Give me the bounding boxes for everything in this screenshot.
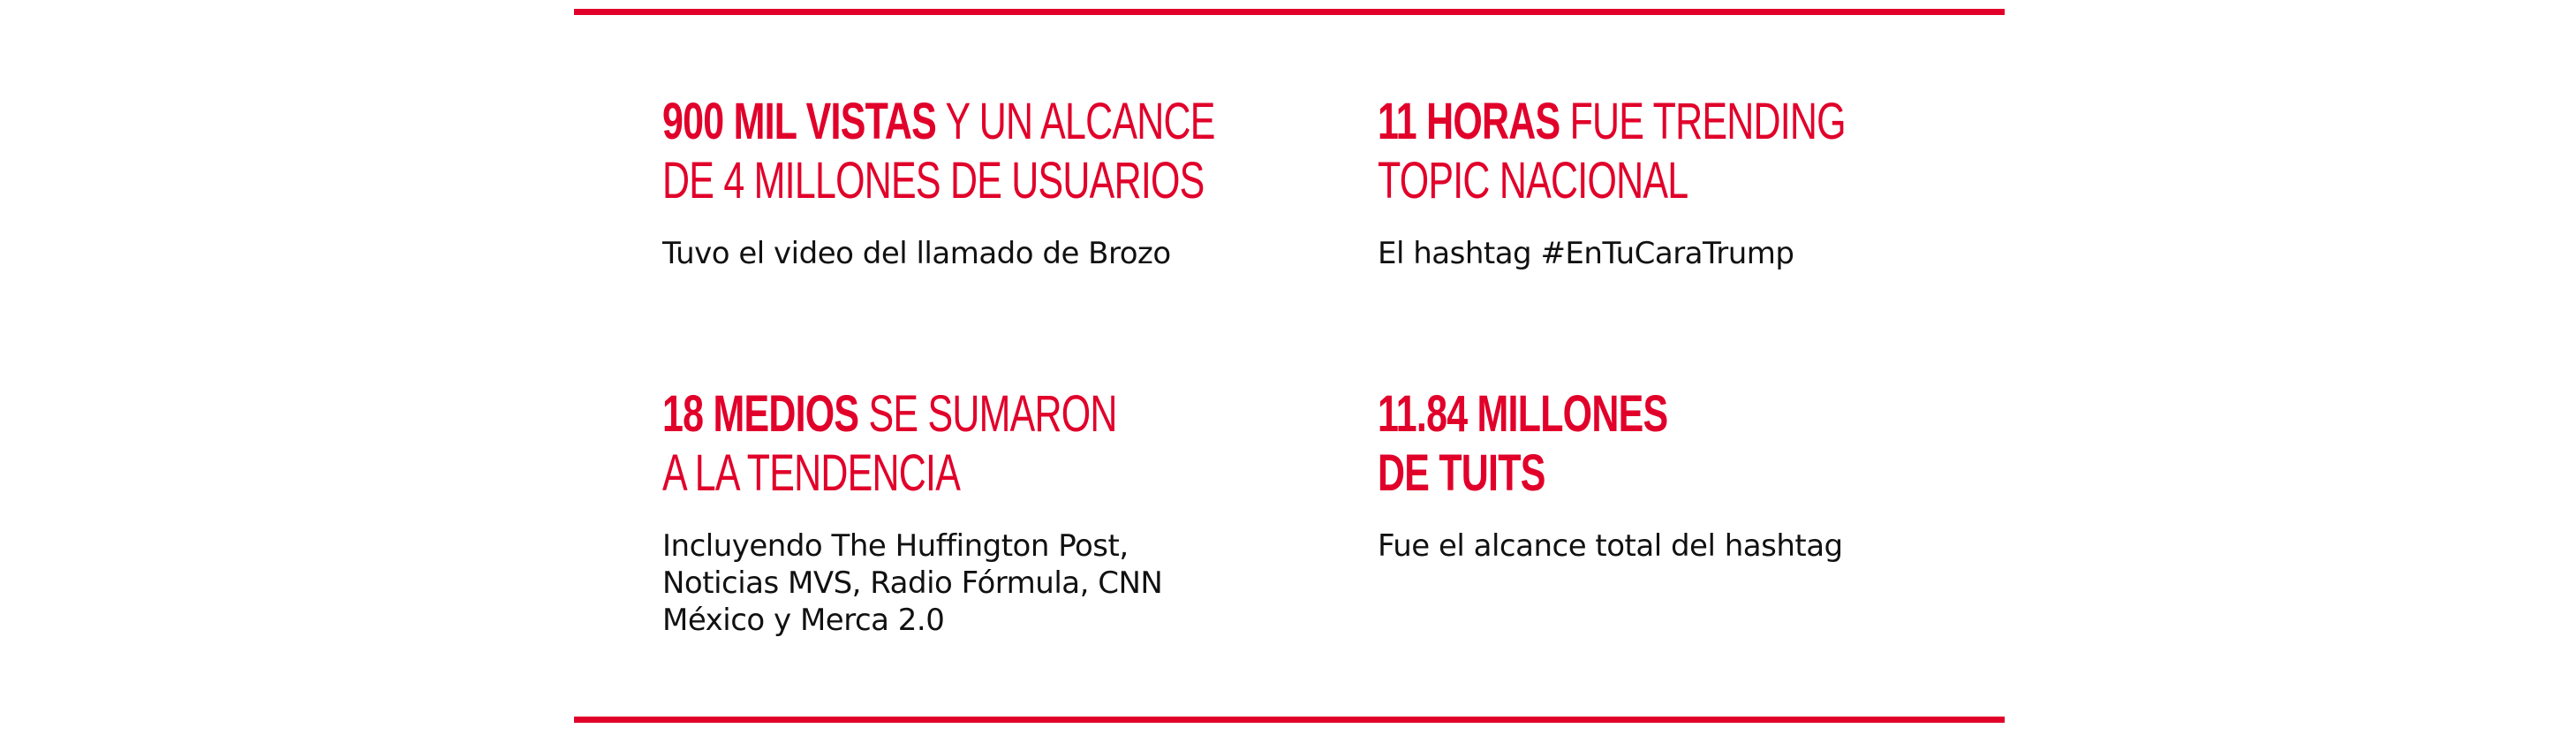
stat-heading-line-1: 11 HORAS FUE TRENDING bbox=[1378, 92, 1847, 151]
stat-heading-line-1: 900 MIL VISTAS Y UN ALCANCE bbox=[662, 92, 1215, 151]
stat-block-trending: 11 HORAS FUE TRENDING TOPIC NACIONAL El … bbox=[1378, 92, 1996, 272]
stat-heading: 11 HORAS FUE TRENDING TOPIC NACIONAL bbox=[1378, 92, 1847, 210]
stat-heading-highlight: 18 MEDIOS bbox=[662, 385, 859, 443]
stat-description-line: Noticias MVS, Radio Fórmula, CNN bbox=[662, 565, 1163, 601]
stat-heading: 900 MIL VISTAS Y UN ALCANCE DE 4 MILLONE… bbox=[662, 92, 1215, 210]
stat-heading-line-2: TOPIC NACIONAL bbox=[1378, 151, 1835, 210]
stat-heading-highlight: 11.84 MILLONES bbox=[1378, 385, 1668, 443]
stat-description: Tuvo el video del llamado de Brozo bbox=[662, 235, 1280, 272]
stat-heading-highlight: 11 HORAS bbox=[1378, 93, 1560, 150]
top-divider bbox=[574, 9, 2005, 15]
stat-heading: 11.84 MILLONES DE TUITS bbox=[1378, 384, 1835, 503]
stat-heading-text: Y UN ALCANCE bbox=[936, 93, 1215, 150]
stat-description-line: México y Merca 2.0 bbox=[662, 603, 945, 638]
stat-heading-line-2: DE 4 MILLONES DE USUARIOS bbox=[662, 151, 1205, 210]
stat-block-views: 900 MIL VISTAS Y UN ALCANCE DE 4 MILLONE… bbox=[662, 92, 1280, 272]
stat-heading: 18 MEDIOS SE SUMARON A LA TENDENCIA bbox=[662, 384, 1120, 503]
stat-heading-line-2: DE TUITS bbox=[1378, 444, 1835, 503]
stat-description: Fue el alcance total del hashtag bbox=[1378, 527, 1996, 565]
stat-heading-highlight: 900 MIL VISTAS bbox=[662, 93, 937, 150]
bottom-divider bbox=[574, 717, 2005, 723]
stat-description-line: Incluyendo The Huffington Post, bbox=[662, 528, 1129, 564]
stat-heading-text: TOPIC NACIONAL bbox=[1378, 152, 1688, 209]
stat-heading-line-1: 18 MEDIOS SE SUMARON bbox=[662, 384, 1120, 444]
stat-block-media: 18 MEDIOS SE SUMARON A LA TENDENCIA Incl… bbox=[662, 384, 1280, 639]
stat-heading-line-2: A LA TENDENCIA bbox=[662, 444, 1120, 503]
stat-heading-text: SE SUMARON bbox=[858, 385, 1118, 443]
stat-block-tweets: 11.84 MILLONES DE TUITS Fue el alcance t… bbox=[1378, 384, 1996, 565]
stat-heading-text: DE TUITS bbox=[1378, 444, 1545, 502]
stat-description-line: Fue el alcance total del hashtag bbox=[1378, 528, 1843, 564]
stat-description-line: El hashtag #EnTuCaraTrump bbox=[1378, 236, 1794, 271]
stat-heading-line-1: 11.84 MILLONES bbox=[1378, 384, 1835, 444]
stat-heading-text: FUE TRENDING bbox=[1560, 93, 1847, 150]
stat-description-line: Tuvo el video del llamado de Brozo bbox=[662, 236, 1171, 271]
stat-description: Incluyendo The Huffington Post, Noticias… bbox=[662, 527, 1280, 639]
stat-heading-text: DE 4 MILLONES DE USUARIOS bbox=[662, 152, 1205, 209]
stat-description: El hashtag #EnTuCaraTrump bbox=[1378, 235, 1996, 272]
stat-heading-text: A LA TENDENCIA bbox=[662, 444, 961, 502]
